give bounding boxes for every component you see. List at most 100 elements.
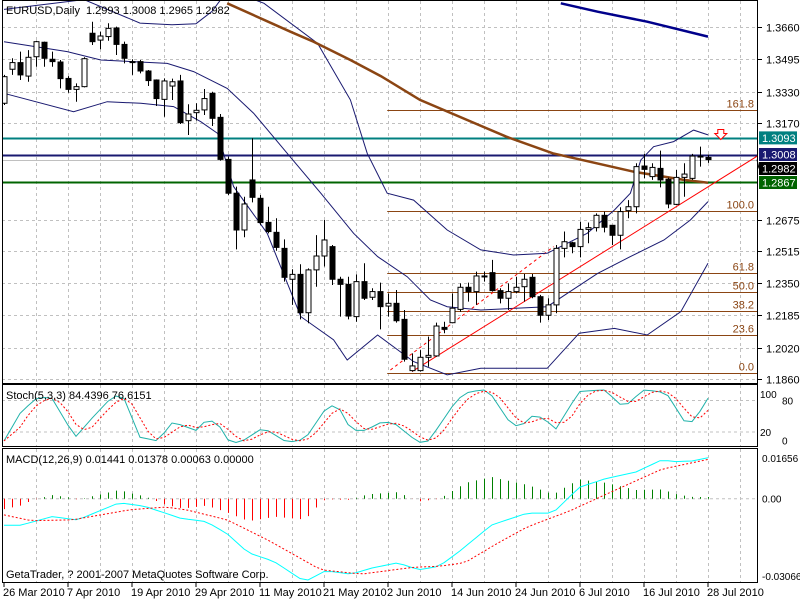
macd-panel-frame xyxy=(2,448,758,583)
fast-moving-average xyxy=(560,2,709,38)
price-axis-label: 1.2020 xyxy=(766,344,800,356)
bearish-candle xyxy=(113,27,120,45)
price-line-label: 1.3093 xyxy=(762,133,796,145)
bearish-candle xyxy=(209,92,216,119)
bullish-candle xyxy=(161,80,168,100)
bullish-candle xyxy=(649,166,656,178)
bearish-candle xyxy=(609,224,616,236)
stochastic-title: Stoch(5,3,3) 84.4396 76.6151 xyxy=(6,390,152,402)
bullish-candle xyxy=(681,173,688,178)
price-axis-label: 1.1860 xyxy=(766,375,800,387)
bullish-candle xyxy=(473,275,480,293)
bearish-candle xyxy=(489,272,496,292)
bearish-candle xyxy=(137,61,144,72)
price-line-label-box xyxy=(759,131,797,145)
bearish-candle xyxy=(537,296,544,316)
date-axis-label: 14 Jun 2010 xyxy=(451,587,512,599)
bearish-candle xyxy=(465,286,472,293)
bearish-candle xyxy=(377,291,384,308)
price-line-label: 1.2867 xyxy=(762,178,796,190)
bullish-candle xyxy=(97,35,104,41)
bullish-candle xyxy=(425,354,432,358)
bearish-candle xyxy=(145,70,152,82)
bullish-candle xyxy=(545,304,552,316)
date-axis-label: 29 Apr 2010 xyxy=(195,587,254,599)
bearish-candle xyxy=(217,116,224,160)
bearish-candle xyxy=(361,281,368,299)
date-axis-label: 24 Jun 2010 xyxy=(515,587,576,599)
bullish-candle xyxy=(385,302,392,307)
bearish-candle xyxy=(17,62,24,76)
bullish-candle xyxy=(25,56,32,77)
price-axis-label: 1.2350 xyxy=(766,279,800,291)
macd-title: MACD(12,26,9) 0.01441 0.01378 0.00063 0.… xyxy=(6,454,254,466)
price-line-label-box xyxy=(759,176,797,190)
bearish-candle xyxy=(497,290,504,299)
bearish-candle xyxy=(177,80,184,124)
price-axis-label: 1.2515 xyxy=(766,247,800,259)
date-axis-label: 26 Mar 2010 xyxy=(3,587,65,599)
date-axis-label: 2 Jun 2010 xyxy=(387,587,441,599)
bullish-candle xyxy=(593,214,600,229)
trend-line xyxy=(411,155,757,373)
bullish-candle xyxy=(9,62,16,70)
bearish-candle xyxy=(129,61,136,64)
chart-symbol-title: EURUSD,Daily xyxy=(6,5,80,17)
bullish-candle xyxy=(617,211,624,236)
bullish-candle xyxy=(33,41,40,58)
bearish-candle xyxy=(57,61,64,80)
bullish-candle xyxy=(353,281,360,318)
bullish-candle xyxy=(457,286,464,310)
fibonacci-level-label: 161.8 xyxy=(726,99,754,111)
bullish-candle xyxy=(185,113,192,122)
bearish-candle xyxy=(345,283,352,317)
macd-panel xyxy=(3,457,709,581)
bollinger-upper-band xyxy=(3,1,709,256)
date-axis-label: 21 May 2010 xyxy=(323,587,387,599)
bullish-candle xyxy=(625,206,632,212)
bullish-candle xyxy=(585,227,592,230)
bullish-candle xyxy=(369,291,376,298)
stochastic-axis-label: 20 xyxy=(760,428,772,439)
bullish-candle xyxy=(321,239,328,257)
bullish-candle xyxy=(449,307,456,324)
bearish-candle xyxy=(329,246,336,280)
bullish-candle xyxy=(105,27,112,38)
date-axis-label: 7 Apr 2010 xyxy=(67,587,120,599)
date-axis-label: 16 Jul 2010 xyxy=(643,587,700,599)
price-line-label-box xyxy=(759,148,797,162)
bearish-candle xyxy=(393,302,400,322)
stochastic-axis-label: 80 xyxy=(782,397,794,408)
bullish-candle xyxy=(193,109,200,114)
bearish-candle xyxy=(401,318,408,360)
bullish-candle xyxy=(633,166,640,208)
price-axis-label: 1.2675 xyxy=(766,216,800,228)
bullish-candle xyxy=(169,81,176,87)
fibonacci-diagonal xyxy=(390,246,554,371)
bearish-candle xyxy=(665,178,672,205)
bullish-candle xyxy=(201,98,208,111)
stochastic-main-line xyxy=(3,389,709,444)
bearish-candle xyxy=(249,179,256,198)
date-axis-label: 6 Jul 2010 xyxy=(579,587,630,599)
date-axis-label: 19 Apr 2010 xyxy=(131,587,190,599)
copyright-text: GetaTrader, ? 2001-2007 MetaQuotes Softw… xyxy=(6,569,269,581)
price-panel-frame xyxy=(2,0,758,384)
bullish-candle xyxy=(553,247,560,306)
price-panel: 161.8 100.0 61.8 50.0 38.2 23.6 0.0 xyxy=(2,1,757,376)
bearish-candle xyxy=(41,41,48,59)
bearish-candle xyxy=(441,326,448,330)
bullish-candle xyxy=(561,241,568,249)
bearish-candle xyxy=(529,276,536,298)
bullish-candle xyxy=(521,278,528,288)
price-line-label-box xyxy=(759,162,797,176)
bullish-candle xyxy=(305,269,312,314)
fibonacci-level-label: 100.0 xyxy=(726,200,754,212)
bollinger-lower-band xyxy=(3,92,709,376)
chart-ohlc-readout: 1.2993 1.3008 1.2965 1.2982 xyxy=(86,5,230,17)
bearish-candle xyxy=(297,273,304,314)
bearish-candle xyxy=(281,247,288,278)
bullish-candle xyxy=(577,228,584,248)
bearish-candle xyxy=(121,43,128,59)
